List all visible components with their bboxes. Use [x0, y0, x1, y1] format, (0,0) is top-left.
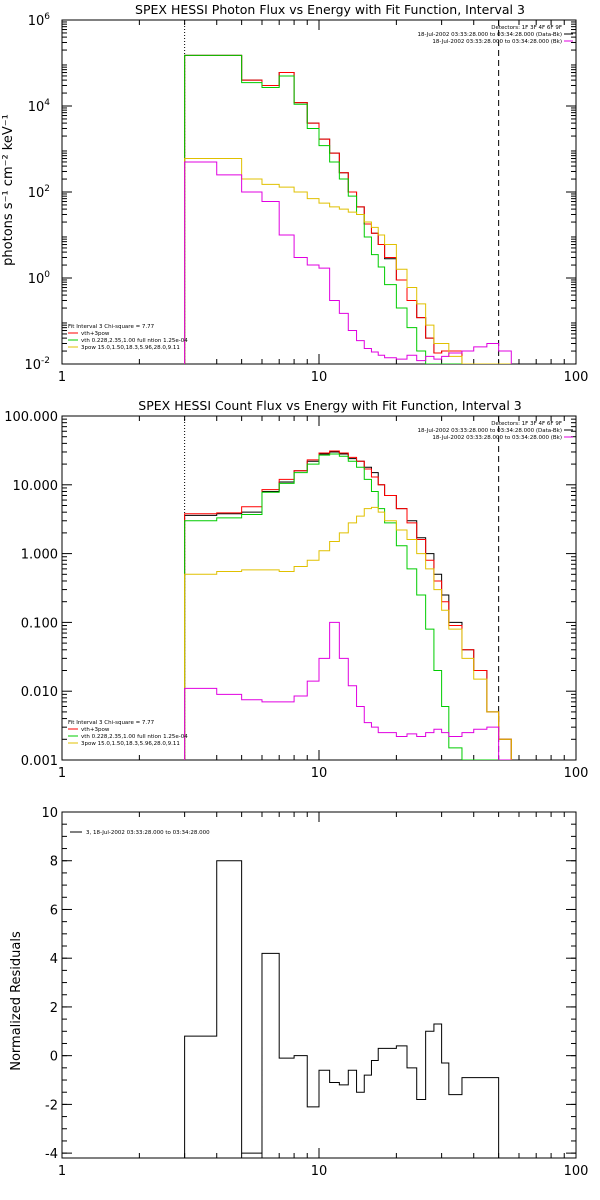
y-tick-label: 8	[50, 855, 58, 870]
x-tick-label: 100	[564, 370, 589, 385]
series-line-4	[184, 161, 512, 364]
x-tick-label: 10	[311, 766, 328, 781]
series-line-0	[184, 451, 512, 760]
series-line-1	[184, 450, 512, 760]
detector-info-text: Detectors: 1F 3F 4F 6F 9F	[491, 25, 562, 31]
fit-legend-header: Fit Interval 3 Chi-square = 7.77	[68, 720, 155, 726]
x-tick-label: 1	[58, 766, 66, 781]
series-line-3	[184, 506, 512, 760]
y-tick-label: 100	[28, 270, 51, 287]
x-tick-label: 100	[564, 766, 589, 781]
y-tick-label: 0.100	[21, 616, 58, 631]
photon-flux-ylabel: photons s⁻¹ cm⁻² keV⁻¹	[1, 114, 16, 266]
y-tick-label: -2	[45, 1098, 58, 1113]
y-tick-label: 0.001	[21, 754, 58, 769]
series-group	[184, 450, 512, 760]
x-tick-label: 10	[311, 370, 328, 385]
y-tick-label: 0	[50, 1050, 58, 1065]
residual-legend-text: 3, 18-Jul-2002 03:33:28.000 to 03:34:28.…	[86, 830, 210, 836]
fit-legend-entry: vth+3pow	[81, 331, 110, 337]
fit-legend-entry: 3pow 15.0,1.50,18.3,5.96,28.0,9.11	[81, 741, 180, 747]
residuals-panel: 1 10 100 -4 -2 0 2 4 6 8 10 3, 18-Jul-2002 03:33:28…	[9, 806, 588, 1179]
y-tick-exponent: 4	[44, 98, 50, 108]
y-tick-label: 10	[41, 806, 58, 821]
detector-info-text: Detectors: 1F 3F 4F 6F 9F	[491, 421, 562, 427]
y-tick-label: 10.000	[13, 479, 59, 494]
count-flux-title: SPEX HESSI Count Flux vs Energy with Fit…	[138, 398, 521, 413]
y-tick-label: 1.000	[21, 548, 58, 563]
fit-legend-entry: vth 0.228,2.35,1.00 full ntion 1.25e-04	[81, 338, 188, 344]
detector-info-text: 18-Jul-2002 03:33:28.000 to 03:34:28.000…	[432, 39, 562, 45]
y-tick-exponent: 2	[44, 184, 50, 194]
x-tick-label: 10	[311, 1164, 328, 1179]
x-tick-label: 100	[564, 1164, 589, 1179]
y-tick-label: 102	[28, 184, 50, 201]
y-tick-label: 10-2	[24, 356, 50, 373]
y-tick-label: -4	[45, 1147, 58, 1162]
fit-legend-entry: vth+3pow	[81, 727, 110, 733]
series-line-4	[184, 621, 512, 760]
y-tick-exponent: 0	[44, 270, 50, 280]
series-group	[184, 860, 500, 1158]
series-group	[184, 54, 512, 364]
detector-info-text: 18-Jul-2002 03:33:28.000 to 03:34:28.000…	[418, 32, 563, 38]
series-line-0	[184, 860, 500, 1158]
y-tick-label: 6	[50, 903, 58, 918]
y-tick-exponent: 6	[44, 12, 50, 22]
series-line-2	[184, 453, 512, 760]
y-tick-label: 4	[50, 952, 58, 967]
count-flux-panel: SPEX HESSI Count Flux vs Energy with Fit…	[4, 398, 588, 781]
fit-legend-entry: vth 0.228,2.35,1.00 full ntion 1.25e-04	[81, 734, 188, 740]
y-tick-label: 100.000	[4, 410, 58, 425]
y-tick-label: 104	[28, 98, 51, 115]
y-tick-label: 106	[28, 12, 51, 29]
y-tick-label: 0.010	[21, 685, 58, 700]
series-line-3	[184, 158, 512, 364]
series-line-1	[184, 54, 512, 364]
detector-info-text: 18-Jul-2002 03:33:28.000 to 03:34:28.000…	[418, 428, 563, 434]
y-tick-exponent: -2	[41, 356, 50, 366]
photon-flux-panel: SPEX HESSI Photon Flux vs Energy with Fi…	[1, 2, 588, 385]
x-tick-label: 1	[58, 1164, 66, 1179]
detector-info-text: 18-Jul-2002 03:33:28.000 to 03:34:28.000…	[432, 435, 562, 441]
fit-legend-header: Fit Interval 3 Chi-square = 7.77	[68, 324, 155, 330]
photon-flux-title: SPEX HESSI Photon Flux vs Energy with Fi…	[135, 2, 525, 17]
fit-legend-entry: 3pow 15.0,1.50,18.3,5.96,28.0,9.11	[81, 345, 180, 351]
residuals-ylabel: Normalized Residuals	[9, 931, 24, 1071]
x-tick-label: 1	[58, 370, 66, 385]
y-tick-label: 2	[50, 1001, 58, 1016]
